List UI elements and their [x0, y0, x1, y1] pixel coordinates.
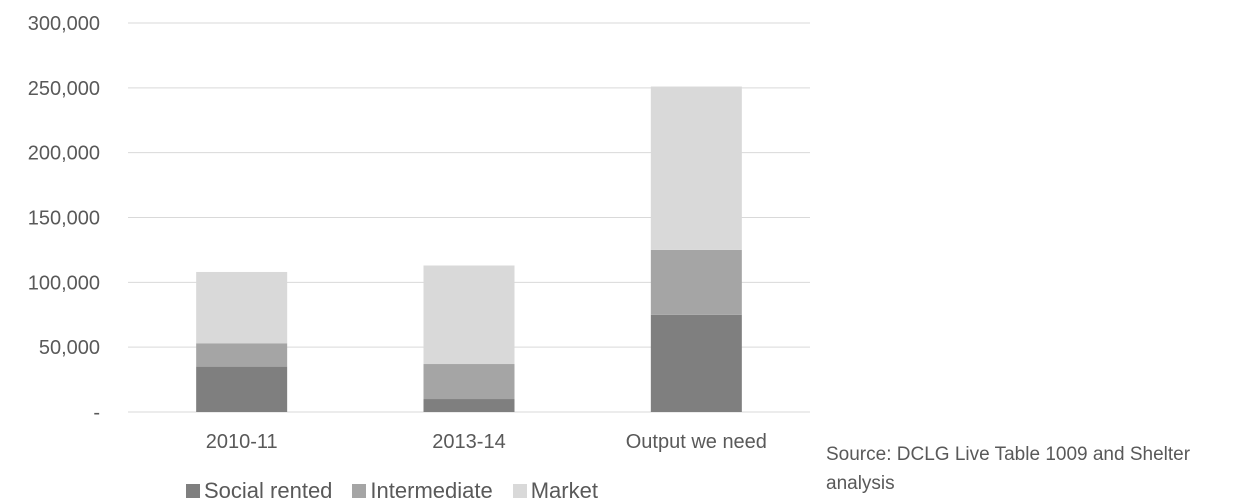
y-axis-ticks: - 50,000 100,000 150,000 200,000 250,000 300,0… — [28, 13, 100, 424]
bar-segment-intermediate — [196, 343, 288, 367]
source-note: Source: DCLG Live Table 1009 and Shelter… — [826, 444, 1191, 494]
legend-swatch-social-rented — [186, 484, 200, 498]
bar-segment-market — [196, 271, 288, 344]
bars — [196, 86, 742, 412]
legend-label-intermediate: Intermediate — [370, 478, 493, 503]
x-tick-label: Output we need — [626, 431, 767, 453]
legend-item-social-rented: Social rented — [186, 478, 332, 504]
x-tick-label: 2010-11 — [206, 431, 278, 453]
bar-segment-intermediate — [423, 364, 515, 400]
bar-segment-social-rented — [650, 314, 742, 412]
y-tick-label: 150,000 — [28, 208, 100, 230]
legend-label-market: Market — [530, 478, 598, 503]
y-tick-label: 200,000 — [28, 143, 100, 165]
y-tick-label: 300,000 — [28, 13, 100, 35]
bar-segment-intermediate — [650, 249, 742, 315]
legend: Social rented Intermediate Market — [186, 478, 598, 504]
x-tick-label: 2013-14 — [432, 431, 505, 453]
legend-label-social-rented: Social rented — [204, 478, 333, 503]
legend-swatch-market — [512, 484, 527, 498]
y-tick-label: 50,000 — [39, 337, 100, 359]
bar-segment-social-rented — [423, 399, 515, 412]
bar-segment-social-rented — [196, 366, 288, 412]
legend-item-market: Market — [512, 478, 598, 504]
bar-segment-market — [650, 86, 742, 250]
bar-segment-market — [423, 265, 515, 365]
x-axis-ticks: 2010-11 2013-14 Output we need — [206, 431, 767, 453]
y-tick-label: 250,000 — [28, 78, 100, 100]
legend-item-intermediate: Intermediate — [352, 478, 493, 504]
y-tick-label: 100,000 — [28, 272, 100, 294]
legend-swatch-intermediate — [352, 484, 367, 498]
y-tick-label: - — [93, 402, 100, 424]
